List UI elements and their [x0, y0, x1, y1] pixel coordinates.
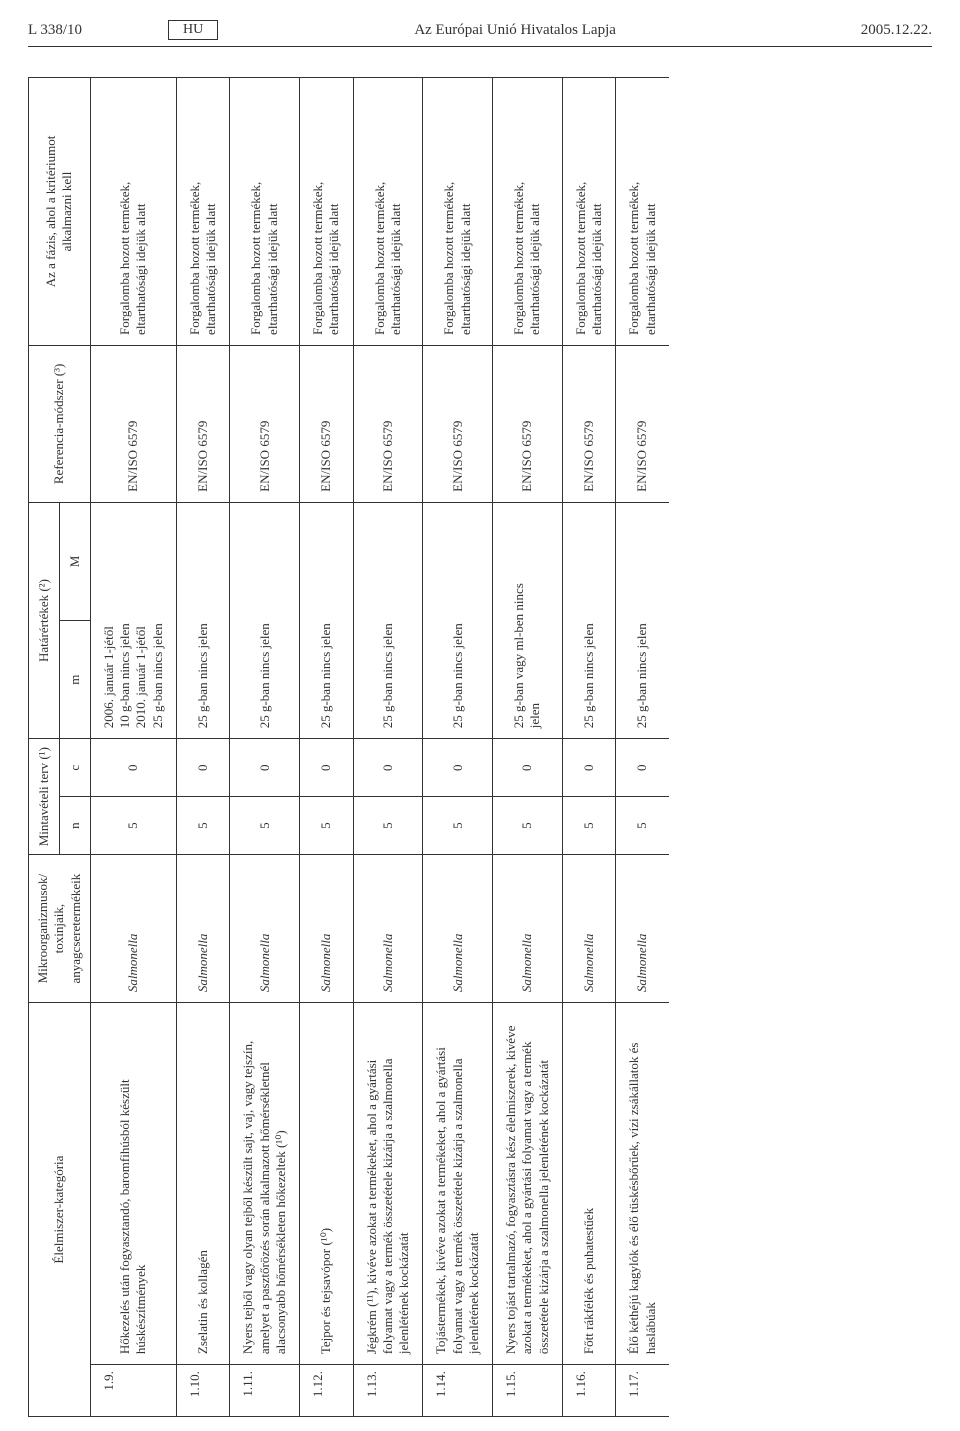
organism: Salmonella — [230, 855, 300, 1003]
row-number: 1.17. — [616, 1365, 669, 1417]
reference-method: EN/ISO 6579 — [616, 345, 669, 502]
row-number: 1.13. — [353, 1365, 423, 1417]
plan-c: 0 — [562, 739, 616, 797]
plan-n: 5 — [176, 797, 230, 855]
food-category: Főtt rákfélék és puhatestűek — [562, 1003, 616, 1365]
plan-n: 5 — [353, 797, 423, 855]
limit-value: 2006. január 1-jétől 10 g-ban nincs jele… — [90, 502, 176, 738]
limit-value: 25 g-ban nincs jelen — [300, 502, 354, 738]
reference-method: EN/ISO 6579 — [230, 345, 300, 502]
organism: Salmonella — [493, 855, 563, 1003]
application-phase: Forgalomba hozott termékek, eltarthatósá… — [300, 78, 354, 346]
plan-c: 0 — [230, 739, 300, 797]
organism: Salmonella — [423, 855, 493, 1003]
organism: Salmonella — [176, 855, 230, 1003]
page-date: 2005.12.22. — [812, 22, 932, 39]
plan-c: 0 — [300, 739, 354, 797]
application-phase: Forgalomba hozott termékek, eltarthatósá… — [176, 78, 230, 346]
application-phase: Forgalomba hozott termékek, eltarthatósá… — [423, 78, 493, 346]
reference-method: EN/ISO 6579 — [562, 345, 616, 502]
organism: Salmonella — [300, 855, 354, 1003]
reference-method: EN/ISO 6579 — [300, 345, 354, 502]
row-number: 1.15. — [493, 1365, 563, 1417]
col-organism: Mikroorganizmusok/ toxinjaik, anyagcsere… — [29, 855, 91, 1003]
food-category: Tojástermékek, kivéve azokat a termékeke… — [423, 1003, 493, 1365]
col-method: Referencia-módszer (³) — [29, 345, 91, 502]
organism: Salmonella — [90, 855, 176, 1003]
col-limits: Határértékek (²) — [29, 502, 60, 738]
application-phase: Forgalomba hozott termékek, eltarthatósá… — [562, 78, 616, 346]
col-phase: Az a fázis, ahol a kritériumot alkalmazn… — [29, 78, 91, 346]
limit-value: 25 g-ban vagy ml-ben nincs jelen — [493, 502, 563, 738]
row-number: 1.14. — [423, 1365, 493, 1417]
food-category: Tejpor és tejsavópor (¹⁰) — [300, 1003, 354, 1365]
journal-title: Az Európai Unió Hivatalos Lapja — [218, 22, 812, 39]
header-rule — [28, 46, 932, 47]
row-number: 1.12. — [300, 1365, 354, 1417]
application-phase: Forgalomba hozott termékek, eltarthatósá… — [90, 78, 176, 346]
plan-c: 0 — [423, 739, 493, 797]
organism: Salmonella — [616, 855, 669, 1003]
lang-box: HU — [168, 20, 218, 40]
plan-c: 0 — [353, 739, 423, 797]
limit-value: 25 g-ban nincs jelen — [423, 502, 493, 738]
application-phase: Forgalomba hozott termékek, eltarthatósá… — [230, 78, 300, 346]
plan-c: 0 — [493, 739, 563, 797]
col-limits-m: m — [59, 621, 90, 739]
reference-method: EN/ISO 6579 — [90, 345, 176, 502]
limit-value: 25 g-ban nincs jelen — [176, 502, 230, 738]
organism: Salmonella — [562, 855, 616, 1003]
limit-value: 25 g-ban nincs jelen — [230, 502, 300, 738]
limit-value: 25 g-ban nincs jelen — [562, 502, 616, 738]
plan-c: 0 — [90, 739, 176, 797]
application-phase: Forgalomba hozott termékek, eltarthatósá… — [616, 78, 669, 346]
col-plan: Mintavételi terv (¹) — [29, 739, 60, 855]
food-category: Nyers tejből vagy olyan tejből készült s… — [230, 1003, 300, 1365]
col-plan-n: n — [59, 797, 90, 855]
reference-method: EN/ISO 6579 — [176, 345, 230, 502]
limit-value: 25 g-ban nincs jelen — [616, 502, 669, 738]
application-phase: Forgalomba hozott termékek, eltarthatósá… — [353, 78, 423, 346]
application-phase: Forgalomba hozott termékek, eltarthatósá… — [493, 78, 563, 346]
plan-n: 5 — [90, 797, 176, 855]
plan-n: 5 — [423, 797, 493, 855]
row-number: 1.11. — [230, 1365, 300, 1417]
row-number: 1.10. — [176, 1365, 230, 1417]
reference-method: EN/ISO 6579 — [423, 345, 493, 502]
col-plan-c: c — [59, 739, 90, 797]
plan-c: 0 — [616, 739, 669, 797]
criteria-table: Élelmiszer-kategória Mikroorganizmusok/ … — [28, 77, 669, 1417]
row-number: 1.16. — [562, 1365, 616, 1417]
lang-code: HU — [168, 20, 218, 40]
plan-n: 5 — [230, 797, 300, 855]
food-category: Élő kéthéjú kagylók és élő tüskésbőrűek,… — [616, 1003, 669, 1365]
plan-n: 5 — [562, 797, 616, 855]
organism: Salmonella — [353, 855, 423, 1003]
plan-c: 0 — [176, 739, 230, 797]
food-category: Hőkezelés után fogyasztandó, baromfihúsb… — [90, 1003, 176, 1365]
col-limits-M: M — [59, 502, 90, 620]
food-category: Jégkrém (¹¹), kivéve azokat a termékeket… — [353, 1003, 423, 1365]
reference-method: EN/ISO 6579 — [493, 345, 563, 502]
table-viewport: Élelmiszer-kategória Mikroorganizmusok/ … — [28, 77, 932, 1417]
food-category: Nyers tojást tartalmazó, fogyasztásra ké… — [493, 1003, 563, 1365]
page-header: L 338/10 HU Az Európai Unió Hivatalos La… — [28, 20, 932, 40]
plan-n: 5 — [493, 797, 563, 855]
col-category: Élelmiszer-kategória — [29, 1003, 91, 1417]
plan-n: 5 — [300, 797, 354, 855]
row-number: 1.9. — [90, 1365, 176, 1417]
reference-method: EN/ISO 6579 — [353, 345, 423, 502]
food-category: Zselatin és kollagén — [176, 1003, 230, 1365]
limit-value: 25 g-ban nincs jelen — [353, 502, 423, 738]
plan-n: 5 — [616, 797, 669, 855]
page-ref: L 338/10 — [28, 22, 168, 39]
